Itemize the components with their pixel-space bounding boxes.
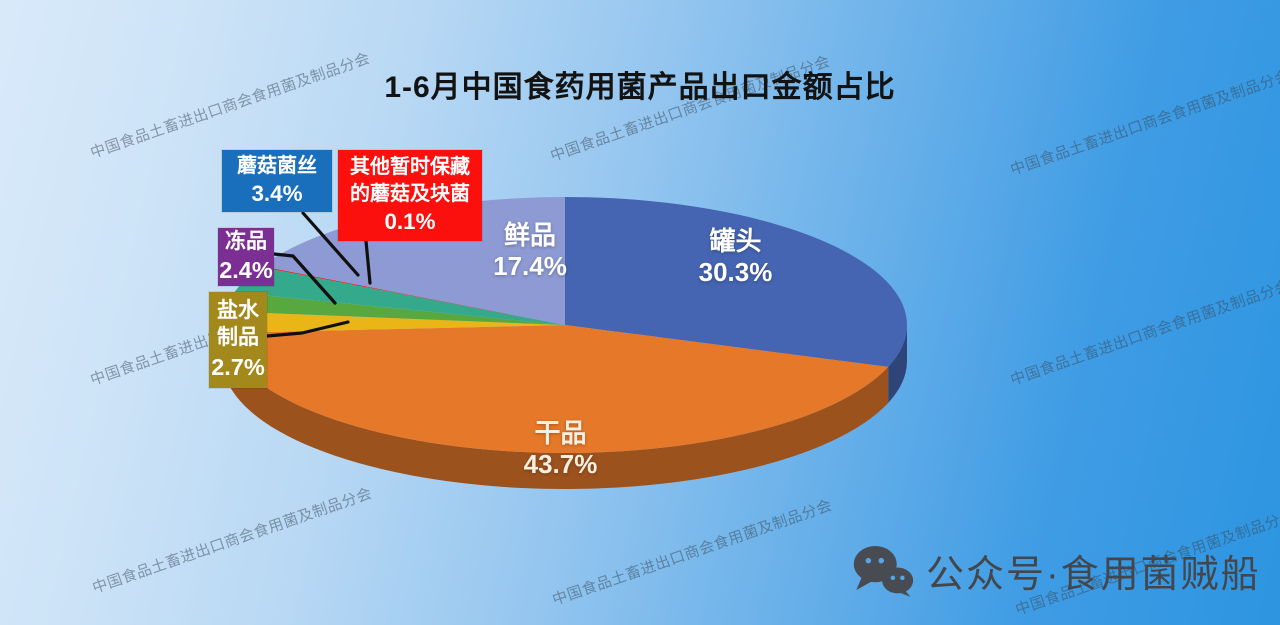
callout-text: 的蘑菇及块菌 — [350, 182, 470, 205]
callout-percent: 2.4% — [219, 257, 273, 284]
callout-leader-lines — [265, 211, 372, 338]
pie-slice — [223, 325, 889, 454]
wechat-footer: 公众号·食用菌贼船 — [852, 543, 1261, 598]
pie-slice — [260, 266, 565, 325]
callout-frozen: 冻品 2.4% — [218, 228, 274, 286]
callout-text: 其他暂时保藏 — [350, 156, 470, 179]
slice-percent: 43.7% — [523, 449, 598, 480]
chart-title: 1-6月中国食药用菌产品出口金额占比 — [384, 71, 896, 104]
pie-slice-side — [223, 333, 889, 490]
callout-text: 冻品 — [225, 229, 267, 253]
pie-slice-side — [888, 325, 907, 403]
pie-slice — [261, 197, 565, 325]
slice-name: 鲜品 — [503, 220, 556, 250]
callout-text: 蘑菇菌丝 — [237, 155, 317, 178]
pie-slice — [565, 197, 907, 367]
slice-name: 干品 — [534, 418, 587, 448]
wechat-account-label: 公众号·食用菌贼船 — [926, 554, 1261, 596]
callout-brine-products: 盐水 制品 2.7% — [209, 292, 267, 388]
callout-text: 制品 — [217, 326, 259, 350]
callout-mushroom-mycelium: 蘑菇菌丝 3.4% — [222, 150, 332, 212]
slice-label-canned: 罐头 30.3% — [643, 226, 828, 288]
slice-percent: 30.3% — [698, 257, 773, 288]
slice-label-fresh: 鲜品 17.4% — [440, 220, 620, 282]
callout-percent: 0.1% — [384, 209, 436, 235]
pie-slice — [224, 292, 565, 325]
callout-percent: 3.4% — [251, 181, 303, 207]
callout-text: 盐水 — [217, 298, 259, 322]
slice-label-dried: 干品 43.7% — [468, 418, 653, 480]
pie-slice — [222, 311, 565, 334]
wechat-icon — [853, 545, 914, 597]
slice-name: 罐头 — [709, 226, 762, 256]
slice-percent: 17.4% — [493, 251, 567, 282]
callout-percent: 2.7% — [211, 354, 265, 381]
callout-other-preserved: 其他暂时保藏 的蘑菇及块菌 0.1% — [338, 150, 482, 241]
